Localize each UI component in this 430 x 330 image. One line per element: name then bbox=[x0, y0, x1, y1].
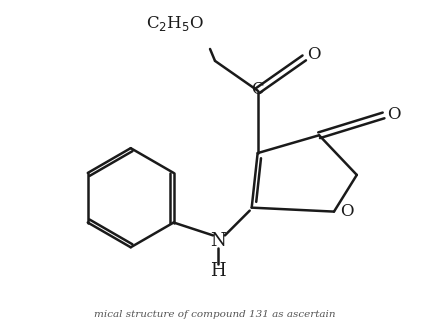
Text: N: N bbox=[210, 232, 226, 250]
Text: O: O bbox=[340, 203, 353, 220]
Text: O: O bbox=[387, 106, 400, 123]
Text: O: O bbox=[307, 47, 321, 63]
Text: C$_2$H$_5$O: C$_2$H$_5$O bbox=[146, 14, 204, 33]
Text: C: C bbox=[251, 81, 264, 98]
Text: mical structure of compound 131 as ascertain: mical structure of compound 131 as ascer… bbox=[94, 310, 336, 319]
Text: H: H bbox=[210, 262, 226, 280]
